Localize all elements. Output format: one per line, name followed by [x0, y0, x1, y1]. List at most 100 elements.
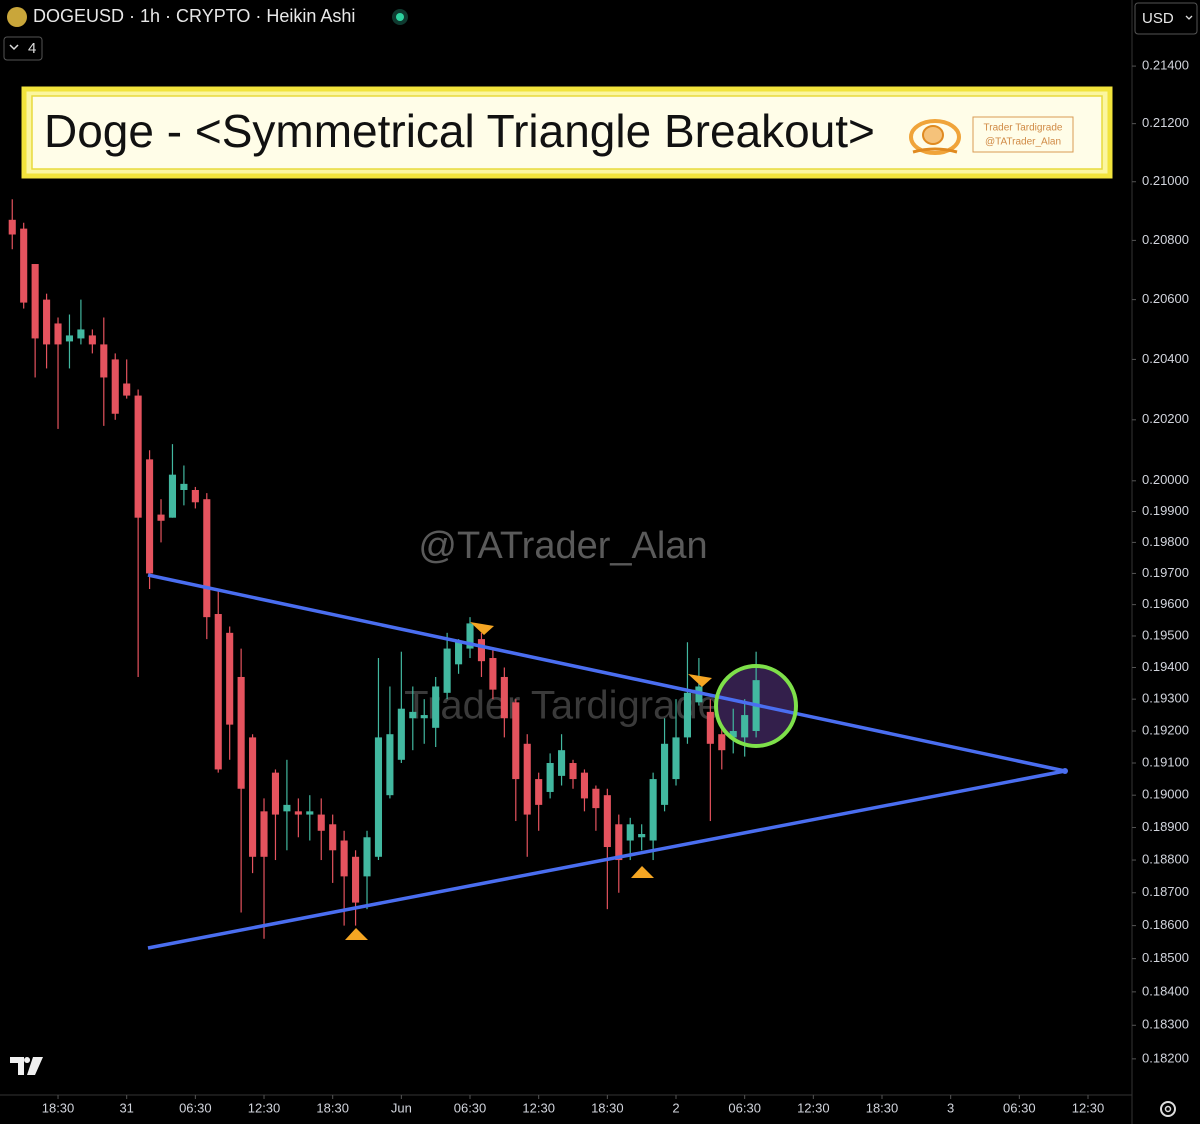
y-tick-label: 0.20000 — [1142, 472, 1189, 487]
candle-body — [455, 642, 463, 665]
y-tick-label: 0.19400 — [1142, 659, 1189, 674]
currency-label: USD — [1142, 10, 1174, 27]
y-tick-label: 0.18200 — [1142, 1050, 1189, 1065]
candle-body — [443, 648, 451, 693]
candle-body — [134, 395, 142, 518]
candle-body — [569, 763, 577, 780]
candle-body — [615, 824, 623, 861]
y-tick-label: 0.21400 — [1142, 58, 1189, 73]
y-tick-label: 0.19900 — [1142, 503, 1189, 518]
candle-body — [512, 702, 520, 780]
x-tick-label: 06:30 — [728, 1100, 761, 1115]
x-tick-label: Jun — [391, 1100, 412, 1115]
candle-body — [352, 856, 360, 903]
candle-body — [661, 743, 669, 805]
candle-body — [283, 804, 291, 812]
x-tick-label: 18:30 — [866, 1100, 899, 1115]
x-tick-label: 18:30 — [591, 1100, 624, 1115]
pivot-high-marker — [688, 674, 712, 687]
candle-body — [214, 614, 222, 770]
candle-body — [20, 228, 28, 303]
x-tick-label: 12:30 — [1072, 1100, 1105, 1115]
candle-body — [43, 299, 51, 345]
settings-icon — [1164, 1105, 1172, 1113]
candle-body — [374, 737, 383, 857]
indicator-count: 4 — [28, 40, 36, 57]
candle-body — [65, 335, 74, 342]
candle-body — [489, 658, 497, 690]
y-tick-label: 0.18400 — [1142, 983, 1189, 998]
x-tick-label: 12:30 — [248, 1100, 281, 1115]
watermark-name: Trader Tardigrade — [404, 684, 720, 728]
candle-body — [649, 779, 657, 841]
indicator-toggle[interactable] — [3, 36, 43, 61]
candle-body — [306, 811, 314, 815]
candle-body — [54, 323, 62, 345]
y-tick-label: 0.19200 — [1142, 722, 1189, 737]
candle-body — [535, 779, 543, 805]
apex — [1062, 768, 1068, 774]
candle-body — [249, 737, 257, 857]
candle-body — [626, 824, 634, 841]
banner-title: Doge - <Symmetrical Triangle Breakout> — [44, 105, 875, 157]
logo-name: Trader Tardigrade — [984, 123, 1063, 134]
breakout-circle — [714, 664, 798, 748]
candle-body — [88, 335, 96, 345]
candle-body — [77, 329, 85, 339]
pivot-low-marker — [631, 866, 654, 878]
candle-body — [294, 811, 302, 815]
y-tick-label: 0.21200 — [1142, 115, 1189, 130]
candle-body — [718, 734, 726, 751]
candle-body — [340, 840, 348, 877]
candle-body — [260, 811, 268, 857]
candle-body — [546, 763, 554, 792]
candle-body — [8, 219, 16, 235]
candle-body — [741, 715, 749, 738]
candle-body — [500, 676, 508, 719]
x-tick-label: 3 — [947, 1100, 954, 1115]
candle-body — [420, 715, 428, 719]
candle-body — [157, 514, 165, 521]
candle-body — [146, 459, 154, 574]
y-tick-label: 0.18300 — [1142, 1017, 1189, 1032]
chevron — [1185, 15, 1193, 20]
candle-body — [729, 731, 737, 738]
candle-body — [580, 772, 589, 799]
y-tick-label: 0.18900 — [1142, 819, 1189, 834]
x-tick-label: 06:30 — [454, 1100, 487, 1115]
candle-body — [523, 743, 531, 815]
logo-box — [972, 116, 1074, 153]
candle-body — [397, 708, 405, 760]
candle-body — [168, 474, 177, 518]
y-tick-label: 0.20200 — [1142, 411, 1189, 426]
y-tick-label: 0.21000 — [1142, 173, 1189, 188]
currency-button[interactable] — [1134, 2, 1198, 35]
chevron — [9, 44, 19, 51]
candle-body — [237, 676, 245, 789]
candle-body — [123, 383, 131, 396]
candles — [8, 199, 760, 939]
candle-body — [271, 772, 280, 815]
lower-trendline — [147, 769, 1066, 950]
settings-button[interactable] — [1160, 1101, 1176, 1117]
tv-logo — [10, 1057, 43, 1075]
y-tick-label: 0.19800 — [1142, 534, 1189, 549]
status-dot — [396, 13, 404, 21]
x-tick-label: 06:30 — [1003, 1100, 1036, 1115]
candle-body — [203, 499, 211, 618]
candle-body — [386, 734, 394, 796]
y-tick-label: 0.19000 — [1142, 787, 1189, 802]
y-tick-label: 0.20600 — [1142, 291, 1189, 306]
x-tick-label: 31 — [119, 1100, 133, 1115]
x-tick-label: 12:30 — [522, 1100, 555, 1115]
logo-handle: @TATrader_Alan — [985, 137, 1061, 148]
logo — [909, 119, 961, 155]
x-tick-label: 18:30 — [316, 1100, 349, 1115]
candle-body — [409, 711, 417, 719]
candle-body — [603, 795, 611, 848]
y-tick-label: 0.19300 — [1142, 691, 1189, 706]
y-tick-label: 0.19700 — [1142, 565, 1189, 580]
candle-body — [31, 264, 39, 339]
candle-body — [638, 834, 646, 838]
